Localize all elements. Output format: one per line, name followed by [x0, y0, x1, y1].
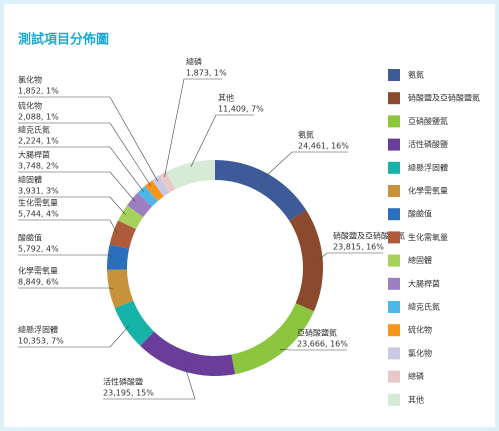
legend-label: 硫化物 [408, 325, 432, 335]
legend-swatch [388, 324, 400, 337]
slice-value-label: 11,409, 7% [218, 105, 264, 114]
donut-segment [144, 180, 164, 202]
slice-label: 總固體 [18, 175, 42, 185]
slice-value-label: 23,815, 16% [333, 243, 384, 252]
legend-swatch [388, 208, 400, 221]
donut-segment [166, 160, 215, 190]
legend-swatch [388, 301, 400, 313]
legend-label: 生化需氧量 [408, 232, 448, 242]
slice-value-label: 24,461, 16% [298, 142, 349, 151]
legend-swatch [388, 69, 400, 81]
leader-line [18, 196, 126, 215]
slice-label: 總克氏氮 [18, 125, 50, 135]
leader-line [164, 78, 222, 178]
slice-label: 活性磷酸鹽 [103, 377, 143, 387]
slice-label: 總磷 [186, 57, 202, 67]
legend-swatch [388, 393, 400, 406]
slice-value-label: 1,873, 1% [186, 69, 227, 78]
leader-line [18, 96, 158, 182]
donut-segment [107, 244, 130, 270]
leader-line [264, 151, 348, 178]
slice-label: 硫化物 [18, 101, 42, 111]
leader-line [279, 349, 347, 351]
donut-segment [215, 160, 307, 221]
legend-label: 總磷 [408, 371, 424, 381]
legend-label: 總懸浮固體 [408, 162, 448, 172]
slice-value-label: 10,353, 7% [18, 337, 64, 346]
legend-swatch [388, 92, 400, 105]
legend-swatch [388, 185, 400, 197]
donut-segment [152, 175, 170, 197]
legend-swatch [388, 277, 400, 290]
slice-label: 化學需氧量 [18, 266, 58, 276]
legend-label: 大腸桿菌 [408, 278, 440, 288]
leader-line [18, 122, 152, 187]
slice-value-label: 23,195, 15% [103, 389, 154, 398]
leader-line [190, 114, 254, 167]
legend-swatch [388, 347, 400, 360]
leader-line [103, 367, 196, 400]
legend-label: 總固體 [408, 255, 432, 265]
legend-swatch [388, 231, 400, 244]
donut-segment [107, 269, 134, 309]
legend-swatch [388, 115, 400, 128]
legend-swatch [388, 138, 400, 151]
slice-label: 生化需氧量 [18, 198, 58, 208]
legend-label: 化學需氧量 [408, 186, 448, 196]
chart-title: 測試項目分佈圖 [18, 32, 109, 48]
slice-value-label: 2,224, 1% [18, 137, 59, 146]
slice-label: 氯化物 [18, 75, 42, 85]
donut-segment [109, 220, 137, 249]
legend-swatch [388, 161, 400, 174]
legend-swatch [388, 370, 400, 383]
slice-label: 硝酸鹽及亞硝酸鹽氮 [333, 231, 405, 241]
legend-label: 硝酸鹽及亞硝酸鹽氮 [408, 93, 480, 103]
legend-label: 總克氏氮 [408, 302, 440, 312]
leader-line [18, 325, 129, 348]
donut-segment [140, 331, 236, 377]
slice-value-label: 3,931, 3% [18, 187, 59, 196]
slice-label: 氨氮 [298, 130, 314, 140]
legend-label: 酸鹼值 [408, 209, 432, 219]
leader-line [18, 254, 112, 258]
slice-label: 亞硝酸鹽氮 [297, 328, 337, 338]
leader-line [18, 171, 136, 202]
slice-value-label: 8,849, 6% [18, 278, 59, 287]
slice-value-label: 2,088, 1% [18, 113, 59, 122]
slice-label: 其他 [218, 93, 234, 103]
donut-segment [231, 303, 314, 375]
donut-segment [289, 210, 323, 312]
legend-label: 氨氮 [408, 70, 424, 80]
legend-label: 亞硝酸鹽氮 [408, 116, 448, 126]
slice-value-label: 5,744, 4% [18, 210, 59, 219]
slice-label: 酸鹼值 [18, 233, 42, 243]
legend-swatch [388, 254, 400, 267]
leader-line [18, 287, 114, 289]
slice-label: 大腸桿菌 [18, 150, 50, 160]
slice-value-label: 23,666, 16% [297, 340, 348, 349]
leader-line [318, 252, 383, 261]
slice-value-label: 1,852, 1% [18, 87, 59, 96]
legend-label: 氯化物 [408, 348, 432, 358]
slice-value-label: 5,792, 4% [18, 245, 59, 254]
leader-line [18, 219, 118, 234]
donut-segment [118, 205, 144, 230]
donut-segment [114, 300, 155, 346]
legend-label: 活性磷酸鹽 [408, 139, 448, 149]
donut-segment [158, 171, 176, 193]
slice-label: 總懸浮固體 [18, 325, 58, 335]
legend-label: 其他 [408, 394, 424, 404]
slice-value-label: 3,748, 2% [18, 162, 59, 171]
leader-line [18, 146, 145, 193]
donut-segment [137, 185, 158, 207]
